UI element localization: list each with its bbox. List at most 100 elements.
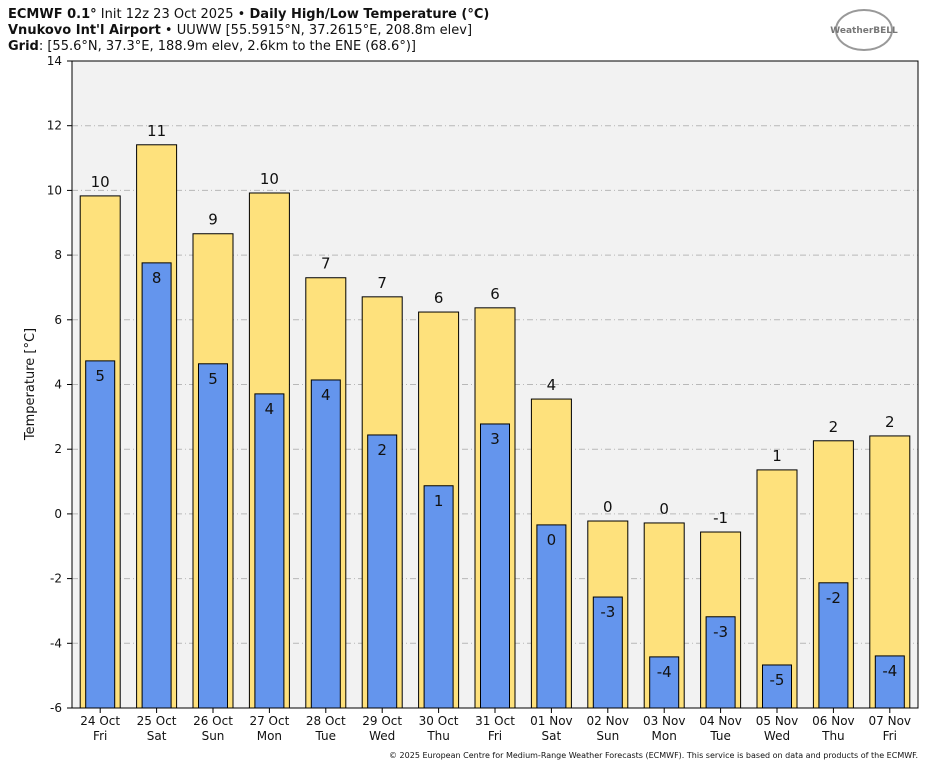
low-label: 2 bbox=[377, 441, 387, 459]
x-tick-label: 01 Nov bbox=[530, 714, 573, 728]
y-tick-label: 0 bbox=[54, 507, 62, 521]
high-label: 0 bbox=[603, 498, 613, 516]
low-bar bbox=[198, 363, 228, 709]
high-label: 0 bbox=[659, 500, 669, 518]
low-bar bbox=[141, 262, 172, 709]
x-tick-label: 31 Oct bbox=[475, 714, 515, 728]
x-tick-weekday: Wed bbox=[369, 729, 395, 743]
model: ECMWF 0.1° bbox=[8, 7, 97, 22]
y-tick-label: -6 bbox=[50, 701, 62, 715]
x-tick-label: 25 Oct bbox=[137, 714, 177, 728]
low-bar bbox=[310, 379, 341, 709]
x-tick-weekday: Mon bbox=[652, 729, 677, 743]
high-label: -1 bbox=[713, 509, 728, 527]
low-bar bbox=[649, 656, 680, 709]
low-bar bbox=[762, 664, 792, 709]
x-tick-weekday: Tue bbox=[709, 729, 731, 743]
high-label: 1 bbox=[772, 447, 782, 465]
high-label: 2 bbox=[829, 418, 839, 436]
y-tick-label: -4 bbox=[50, 636, 62, 650]
high-label: 10 bbox=[260, 170, 279, 188]
high-label: 10 bbox=[91, 173, 110, 191]
y-tick-label: 4 bbox=[54, 378, 62, 392]
low-bar bbox=[480, 423, 510, 709]
init: Init 12z 23 Oct 2025 • bbox=[97, 7, 250, 22]
high-label: 6 bbox=[490, 285, 500, 303]
low-bar bbox=[818, 582, 849, 709]
low-label: 0 bbox=[547, 531, 557, 549]
x-tick-weekday: Wed bbox=[764, 729, 790, 743]
logo: WeatherBELL bbox=[830, 26, 898, 36]
low-label: 1 bbox=[434, 492, 444, 510]
x-tick-label: 05 Nov bbox=[756, 714, 799, 728]
grid-line-info: Grid: [55.6°N, 37.3°E, 188.9m elev, 2.6k… bbox=[8, 39, 416, 54]
low-bar bbox=[592, 596, 623, 709]
low-label: -3 bbox=[600, 603, 615, 621]
x-tick-weekday: Sat bbox=[542, 729, 562, 743]
high-label: 7 bbox=[321, 255, 331, 273]
low-label: 4 bbox=[321, 386, 331, 404]
low-bar bbox=[705, 616, 736, 709]
y-tick-label: -2 bbox=[50, 572, 62, 586]
low-bar bbox=[254, 393, 285, 709]
x-tick-weekday: Fri bbox=[93, 729, 107, 743]
x-tick-weekday: Fri bbox=[883, 729, 897, 743]
footer: © 2025 European Centre for Medium-Range … bbox=[389, 751, 918, 760]
x-tick-weekday: Sat bbox=[147, 729, 167, 743]
y-tick-label: 8 bbox=[54, 248, 62, 262]
high-label: 9 bbox=[208, 211, 218, 229]
y-tick-label: 10 bbox=[47, 183, 62, 197]
low-label: 5 bbox=[208, 370, 218, 388]
low-bar bbox=[367, 434, 398, 709]
low-label: -4 bbox=[657, 663, 672, 681]
high-label: 6 bbox=[434, 289, 444, 307]
plot-frame bbox=[71, 60, 919, 709]
high-label: 7 bbox=[377, 274, 387, 292]
x-tick-label: 29 Oct bbox=[362, 714, 402, 728]
x-tick-weekday: Thu bbox=[821, 729, 845, 743]
x-tick-label: 24 Oct bbox=[80, 714, 120, 728]
y-tick-label: 2 bbox=[54, 442, 62, 456]
low-label: 5 bbox=[95, 367, 105, 385]
x-tick-label: 07 Nov bbox=[869, 714, 912, 728]
high-label: 11 bbox=[147, 122, 166, 140]
grid-info: : [55.6°N, 37.3°E, 188.9m elev, 2.6km to… bbox=[39, 39, 416, 54]
low-label: -3 bbox=[713, 623, 728, 641]
low-bar bbox=[874, 655, 905, 709]
high-label: 2 bbox=[885, 413, 895, 431]
chart-title: Daily High/Low Temperature (°C) bbox=[250, 7, 490, 22]
grid-label: Grid bbox=[8, 39, 39, 54]
y-tick-label: 12 bbox=[47, 119, 62, 133]
high-label: 4 bbox=[547, 376, 557, 394]
low-label: 8 bbox=[152, 269, 162, 287]
x-tick-label: 06 Nov bbox=[812, 714, 855, 728]
y-tick-label: 14 bbox=[47, 54, 62, 68]
x-tick-weekday: Sun bbox=[202, 729, 225, 743]
y-tick-label: 6 bbox=[54, 313, 62, 327]
x-tick-label: 02 Nov bbox=[587, 714, 630, 728]
x-tick-weekday: Thu bbox=[426, 729, 450, 743]
x-tick-weekday: Mon bbox=[257, 729, 282, 743]
low-bar bbox=[536, 524, 567, 709]
low-bar bbox=[423, 485, 454, 709]
x-tick-label: 03 Nov bbox=[643, 714, 686, 728]
x-tick-label: 28 Oct bbox=[306, 714, 346, 728]
x-tick-label: 30 Oct bbox=[419, 714, 459, 728]
low-label: -4 bbox=[882, 662, 897, 680]
location: Vnukovo Int'l Airport bbox=[8, 23, 161, 38]
location-line: Vnukovo Int'l Airport • UUWW [55.5915°N,… bbox=[8, 23, 472, 38]
x-tick-weekday: Tue bbox=[315, 729, 337, 743]
x-tick-label: 27 Oct bbox=[249, 714, 289, 728]
low-label: -5 bbox=[770, 671, 785, 689]
station: • UUWW [55.5915°N, 37.2615°E, 208.8m ele… bbox=[161, 23, 472, 38]
x-tick-label: 04 Nov bbox=[699, 714, 742, 728]
x-tick-weekday: Fri bbox=[488, 729, 502, 743]
x-tick-label: 26 Oct bbox=[193, 714, 233, 728]
title-line: ECMWF 0.1° Init 12z 23 Oct 2025 • Daily … bbox=[8, 7, 489, 22]
x-tick-weekday: Sun bbox=[596, 729, 619, 743]
logo-ring bbox=[835, 9, 893, 51]
low-label: 4 bbox=[265, 400, 275, 418]
y-axis-label: Temperature [°C] bbox=[23, 328, 38, 441]
